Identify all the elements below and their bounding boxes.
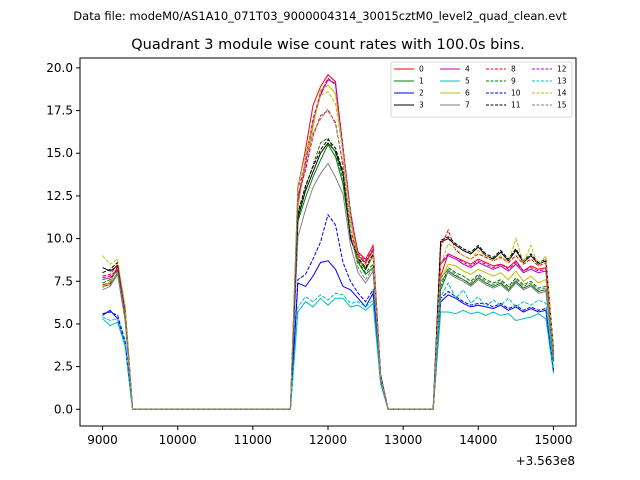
y-tick-label: 5.0 bbox=[54, 317, 73, 331]
data-file-caption: Data file: modeM0/AS1A10_071T03_90000043… bbox=[73, 9, 567, 23]
y-tick-label: 0.0 bbox=[54, 402, 73, 416]
y-tick-label: 12.5 bbox=[46, 189, 73, 203]
legend-box bbox=[390, 61, 573, 118]
series-line-5 bbox=[102, 297, 554, 410]
y-tick-label: 20.0 bbox=[46, 61, 73, 75]
series-line-0 bbox=[102, 73, 554, 410]
legend-label-4: 4 bbox=[465, 65, 470, 74]
series-line-6 bbox=[102, 84, 554, 410]
series-line-9 bbox=[102, 137, 554, 410]
series-line-1 bbox=[102, 143, 554, 410]
series-line-14 bbox=[102, 91, 554, 410]
legend-label-6: 6 bbox=[465, 89, 470, 98]
legend-label-12: 12 bbox=[557, 65, 567, 74]
series-line-8 bbox=[102, 109, 554, 410]
legend-label-3: 3 bbox=[419, 101, 424, 110]
x-offset-label: +3.563e8 bbox=[516, 454, 575, 468]
legend-label-14: 14 bbox=[557, 89, 567, 98]
y-tick-label: 10.0 bbox=[46, 232, 73, 246]
legend-label-7: 7 bbox=[465, 101, 470, 110]
legend-label-15: 15 bbox=[557, 101, 567, 110]
y-axis: 0.0 2.5 5.0 7.5 10.0 12.5 15.0 17.5 20.0 bbox=[46, 61, 80, 416]
series-line-13 bbox=[102, 281, 554, 410]
y-tick-label: 7.5 bbox=[54, 274, 73, 288]
legend-label-1: 1 bbox=[419, 77, 424, 86]
chart-title: Quadrant 3 module wise count rates with … bbox=[131, 37, 525, 53]
x-tick-label: 12000 bbox=[309, 433, 347, 447]
legend-label-9: 9 bbox=[511, 77, 516, 86]
legend-label-10: 10 bbox=[511, 89, 521, 98]
series-line-11 bbox=[102, 138, 554, 410]
x-tick-label: 14000 bbox=[459, 433, 497, 447]
series-line-7 bbox=[102, 162, 554, 410]
series-lines bbox=[102, 73, 554, 410]
x-tick-label: 10000 bbox=[159, 433, 197, 447]
legend-label-13: 13 bbox=[557, 77, 567, 86]
x-tick-label: 13000 bbox=[384, 433, 422, 447]
x-axis: 9000 10000 11000 12000 13000 14000 15000 bbox=[87, 426, 573, 447]
x-tick-label: 11000 bbox=[234, 433, 272, 447]
series-line-15 bbox=[102, 107, 554, 410]
legend-label-0: 0 bbox=[419, 65, 424, 74]
y-tick-label: 17.5 bbox=[46, 104, 73, 118]
series-line-4 bbox=[102, 79, 554, 410]
series-line-10 bbox=[102, 213, 554, 410]
x-tick-label: 9000 bbox=[87, 433, 118, 447]
legend-label-8: 8 bbox=[511, 65, 516, 74]
y-tick-label: 15.0 bbox=[46, 146, 73, 160]
x-tick-label: 15000 bbox=[534, 433, 572, 447]
legend-label-2: 2 bbox=[419, 89, 424, 98]
legend-label-5: 5 bbox=[465, 77, 470, 86]
y-tick-label: 2.5 bbox=[54, 360, 73, 374]
legend-label-11: 11 bbox=[511, 101, 521, 110]
series-line-3 bbox=[102, 142, 554, 410]
series-line-12 bbox=[102, 77, 554, 410]
